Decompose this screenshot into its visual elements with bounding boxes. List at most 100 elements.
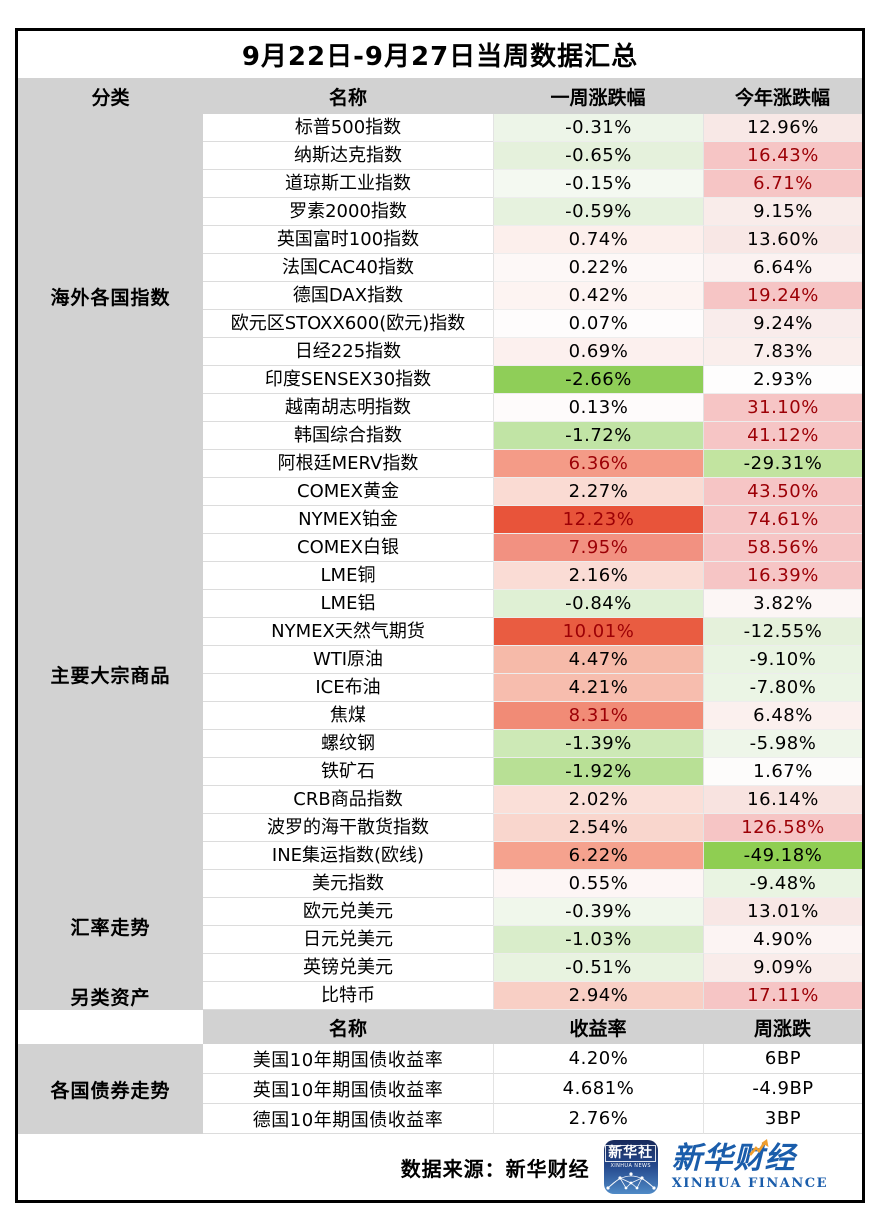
week-change-cell: 0.13% xyxy=(493,394,703,422)
ytd-change-cell: -29.31% xyxy=(703,450,862,478)
ytd-change-cell: 16.14% xyxy=(703,786,862,814)
table-row: 比特币 2.94% 17.11% xyxy=(203,982,862,1010)
table-row: NYMEX天然气期货 10.01% -12.55% xyxy=(203,618,862,646)
week-change-cell: 0.74% xyxy=(493,226,703,254)
week-change-cell: 0.07% xyxy=(493,310,703,338)
name-cell: 铁矿石 xyxy=(203,758,493,786)
ytd-change-cell: 6.71% xyxy=(703,170,862,198)
week-change-cell: 0.22% xyxy=(493,254,703,282)
week-change-cell: -1.03% xyxy=(493,926,703,954)
table-row: 日元兑美元 -1.03% 4.90% xyxy=(203,926,862,954)
xinhua-news-logo-icon: 新华社 XINHUA NEWS xyxy=(603,1140,658,1194)
name-cell: 欧元区STOXX600(欧元)指数 xyxy=(203,310,493,338)
week-change-cell: -0.15% xyxy=(493,170,703,198)
name-cell: LME铝 xyxy=(203,590,493,618)
table-row: 阿根廷MERV指数 6.36% -29.31% xyxy=(203,450,862,478)
ytd-change-cell: 6.64% xyxy=(703,254,862,282)
name-cell: COMEX黄金 xyxy=(203,478,493,506)
week-change-cell: 0.55% xyxy=(493,870,703,898)
ytd-change-cell: 4.90% xyxy=(703,926,862,954)
ytd-change-cell: 6.48% xyxy=(703,702,862,730)
bond-name-cell: 德国10年期国债收益率 xyxy=(203,1104,493,1134)
week-change-cell: -1.39% xyxy=(493,730,703,758)
week-change-cell: -0.59% xyxy=(493,198,703,226)
week-change-cell: -0.39% xyxy=(493,898,703,926)
category-cell-bonds: 各国债券走势 xyxy=(18,1044,203,1134)
table-row: 印度SENSEX30指数 -2.66% 2.93% xyxy=(203,366,862,394)
table-row: 越南胡志明指数 0.13% 31.10% xyxy=(203,394,862,422)
header-week-change: 一周涨跌幅 xyxy=(550,86,646,109)
week-change-cell: 2.54% xyxy=(493,814,703,842)
bond-yield-cell: 2.76% xyxy=(493,1104,703,1134)
name-cell: 罗素2000指数 xyxy=(203,198,493,226)
table-row: 日经225指数 0.69% 7.83% xyxy=(203,338,862,366)
header-category: 分类 xyxy=(91,86,130,109)
name-cell: 英镑兑美元 xyxy=(203,954,493,982)
ytd-change-cell: 74.61% xyxy=(703,506,862,534)
week-change-cell: -1.92% xyxy=(493,758,703,786)
name-cell: NYMEX铂金 xyxy=(203,506,493,534)
table-row: 焦煤 8.31% 6.48% xyxy=(203,702,862,730)
category-cell-3: 另类资产 xyxy=(70,986,151,1009)
week-change-cell: 10.01% xyxy=(493,618,703,646)
name-cell: 美元指数 xyxy=(203,870,493,898)
week-change-cell: 2.27% xyxy=(493,478,703,506)
table-row: 波罗的海干散货指数 2.54% 126.58% xyxy=(203,814,862,842)
ytd-change-cell: 3.82% xyxy=(703,590,862,618)
ytd-change-cell: 9.15% xyxy=(703,198,862,226)
table-row: 道琼斯工业指数 -0.15% 6.71% xyxy=(203,170,862,198)
name-cell: 波罗的海干散货指数 xyxy=(203,814,493,842)
ytd-change-cell: 9.24% xyxy=(703,310,862,338)
bond-header-yield: 收益率 xyxy=(493,1010,703,1044)
name-cell: 标普500指数 xyxy=(203,114,493,142)
ytd-change-cell: 126.58% xyxy=(703,814,862,842)
bond-table-row: 美国10年期国债收益率 4.20% 6BP xyxy=(203,1044,862,1074)
table-row: 英镑兑美元 -0.51% 9.09% xyxy=(203,954,862,982)
xinhua-news-logo-en: XINHUA NEWS xyxy=(610,1163,651,1170)
name-cell: 欧元兑美元 xyxy=(203,898,493,926)
ytd-change-cell: 43.50% xyxy=(703,478,862,506)
bond-table-row: 德国10年期国债收益率 2.76% 3BP xyxy=(203,1104,862,1134)
table-row: COMEX黄金 2.27% 43.50% xyxy=(203,478,862,506)
table-row: INE集运指数(欧线) 6.22% -49.18% xyxy=(203,842,862,870)
table-row: LME铝 -0.84% 3.82% xyxy=(203,590,862,618)
bond-header-blank xyxy=(18,1010,203,1044)
bond-table-body: 各国债券走势 美国10年期国债收益率 4.20% 6BP 英国10年期国债收益率 4.6… xyxy=(18,1044,862,1134)
table-row: 韩国综合指数 -1.72% 41.12% xyxy=(203,422,862,450)
page-title: 9月22日-9月27日当周数据汇总 xyxy=(241,42,639,72)
bond-name-cell: 英国10年期国债收益率 xyxy=(203,1074,493,1104)
name-cell: 日经225指数 xyxy=(203,338,493,366)
data-source-label: 数据来源：新华财经 xyxy=(400,1156,590,1181)
name-cell: 道琼斯工业指数 xyxy=(203,170,493,198)
ytd-change-cell: -7.80% xyxy=(703,674,862,702)
table-row: 欧元区STOXX600(欧元)指数 0.07% 9.24% xyxy=(203,310,862,338)
week-change-cell: -2.66% xyxy=(493,366,703,394)
table-row: 螺纹钢 -1.39% -5.98% xyxy=(203,730,862,758)
name-cell: WTI原油 xyxy=(203,646,493,674)
week-change-cell: 2.16% xyxy=(493,562,703,590)
name-cell: LME铜 xyxy=(203,562,493,590)
week-change-cell: 6.36% xyxy=(493,450,703,478)
name-cell: 越南胡志明指数 xyxy=(203,394,493,422)
trend-arrow-icon xyxy=(748,1138,769,1156)
table-row: CRB商品指数 2.02% 16.14% xyxy=(203,786,862,814)
name-cell: 韩国综合指数 xyxy=(203,422,493,450)
ytd-change-cell: 7.83% xyxy=(703,338,862,366)
ytd-change-cell: -49.18% xyxy=(703,842,862,870)
ytd-change-cell: 19.24% xyxy=(703,282,862,310)
table-row: 英国富时100指数 0.74% 13.60% xyxy=(203,226,862,254)
week-change-cell: 8.31% xyxy=(493,702,703,730)
ytd-change-cell: 58.56% xyxy=(703,534,862,562)
week-change-cell: 2.94% xyxy=(493,982,703,1010)
main-rows: 标普500指数 -0.31% 12.96% 纳斯达克指数 -0.65% 16.43% 道琼斯… xyxy=(203,114,862,1010)
week-change-cell: -0.51% xyxy=(493,954,703,982)
bond-week-change-cell: 3BP xyxy=(703,1104,862,1134)
xinhua-finance-logo-en: XINHUA FINANCE xyxy=(671,1175,828,1191)
week-change-cell: 4.21% xyxy=(493,674,703,702)
table-row: NYMEX铂金 12.23% 74.61% xyxy=(203,506,862,534)
week-change-cell: -0.65% xyxy=(493,142,703,170)
xinhua-news-logo-cn: 新华社 xyxy=(605,1145,657,1163)
main-table-header: 分类 名称 一周涨跌幅 今年涨跌幅 xyxy=(18,78,862,114)
ytd-change-cell: 16.43% xyxy=(703,142,862,170)
xinhua-finance-logo-cn: 新华财经 xyxy=(672,1138,796,1174)
